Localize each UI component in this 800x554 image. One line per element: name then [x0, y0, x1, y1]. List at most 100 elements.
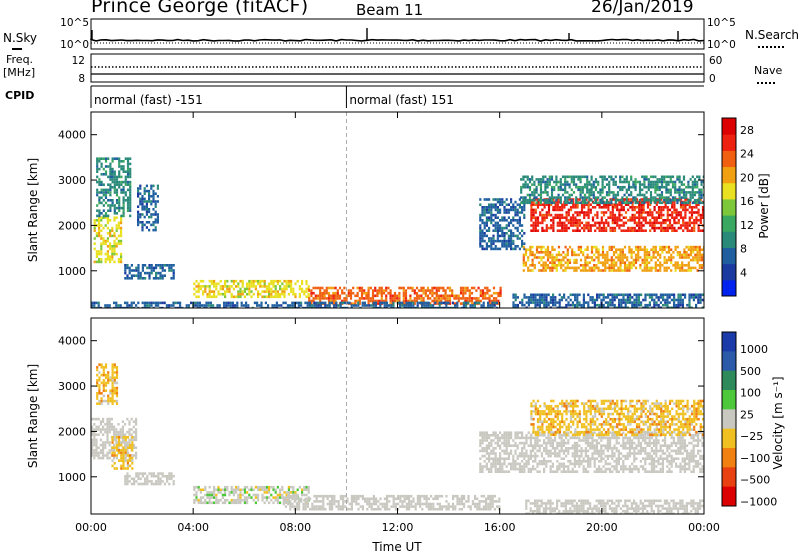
scatter-cell — [688, 221, 691, 225]
scatter-cell — [565, 219, 568, 222]
scatter-cell — [507, 211, 510, 214]
scatter-cell — [118, 209, 121, 212]
scatter-cell — [609, 301, 612, 304]
scatter-cell — [682, 175, 686, 179]
scatter-cell — [526, 175, 529, 179]
scatter-cell — [664, 219, 667, 222]
scatter-cell — [670, 306, 673, 308]
scatter-cell — [104, 306, 107, 308]
scatter-cell — [278, 304, 281, 307]
scatter-cell — [161, 472, 164, 475]
scatter-cell — [274, 498, 277, 502]
scatter-cell — [104, 430, 107, 434]
scatter-cell — [479, 219, 482, 222]
scatter-cell — [313, 301, 316, 305]
scatter-cell — [678, 264, 682, 267]
scatter-cell — [111, 373, 114, 377]
scatter-cell — [122, 454, 125, 457]
scatter-cell — [671, 175, 675, 179]
scatter-cell — [611, 203, 614, 206]
scatter-cell — [618, 293, 621, 297]
scatter-cell — [423, 494, 426, 498]
scatter-cell — [470, 286, 474, 290]
scatter-cell — [609, 211, 612, 214]
scatter-cell — [442, 294, 445, 298]
scatter-cell — [133, 274, 136, 277]
scatter-cell — [195, 485, 198, 489]
scatter-cell — [250, 295, 253, 299]
scatter-cell — [281, 496, 284, 499]
scatter-cell — [665, 245, 668, 249]
scatter-cell — [104, 170, 108, 173]
scatter-cell — [693, 226, 696, 230]
scatter-cell — [694, 266, 697, 270]
scatter-cell — [219, 498, 222, 502]
scatter-cell — [589, 211, 592, 214]
scatter-cell — [570, 193, 573, 197]
scatter-cell — [663, 256, 666, 259]
scatter-cell — [141, 264, 144, 267]
scatter-cell — [297, 306, 300, 308]
scatter-cell — [523, 208, 526, 212]
scatter-cell — [109, 232, 112, 235]
scatter-cell — [565, 224, 568, 227]
scatter-cell — [485, 208, 488, 212]
scatter-cell — [573, 253, 576, 257]
scatter-cell — [126, 480, 129, 483]
scatter-cell — [95, 433, 98, 436]
scatter-cell — [559, 188, 562, 192]
scatter-cell — [550, 224, 553, 227]
scatter-cell — [495, 306, 498, 308]
scatter-cell — [253, 301, 256, 305]
scatter-cell — [91, 454, 94, 457]
scatter-cell — [241, 498, 244, 502]
scatter-cell — [96, 397, 99, 400]
scatter-cell — [111, 371, 114, 374]
scatter-cell — [653, 226, 656, 230]
scatter-cell — [240, 301, 243, 305]
scatter-cell — [564, 196, 567, 199]
scatter-cell — [457, 297, 460, 300]
scatter-cell — [539, 185, 543, 189]
scatter-cell — [675, 208, 678, 212]
scatter-cell — [608, 266, 611, 270]
scatter-cell — [115, 441, 118, 444]
scatter-cell — [684, 296, 687, 299]
scatter-cell — [590, 183, 593, 186]
scatter-cell — [248, 287, 251, 291]
scatter-cell — [304, 306, 307, 308]
scatter-cell — [159, 477, 162, 481]
scatter-cell — [237, 285, 240, 288]
scatter-cell — [536, 203, 540, 206]
scatter-cell — [106, 425, 109, 429]
scatter-cell — [224, 295, 227, 299]
scatter-cell — [226, 485, 229, 489]
scatter-cell — [510, 198, 513, 201]
scatter-cell — [622, 224, 625, 227]
scatter-cell — [148, 301, 151, 305]
scatter-cell — [106, 436, 109, 439]
scatter-cell — [104, 193, 108, 197]
scatter-cell — [421, 494, 424, 498]
scatter-cell — [482, 304, 485, 307]
scatter-cell — [122, 188, 125, 192]
scatter-cell — [684, 226, 687, 230]
scatter-cell — [433, 291, 436, 295]
scatter-cell — [333, 304, 336, 307]
scatter-cell — [379, 507, 382, 511]
scatter-cell — [98, 183, 101, 186]
scatter-cell — [562, 258, 565, 262]
scatter-cell — [257, 282, 260, 286]
scatter-cell — [274, 290, 277, 293]
scatter-cell — [104, 399, 108, 403]
scatter-cell — [107, 204, 110, 207]
scatter-cell — [690, 213, 694, 217]
scatter-cell — [668, 301, 671, 304]
scatter-cell — [681, 306, 684, 308]
scatter-cell — [483, 224, 486, 227]
scatter-cell — [302, 502, 305, 506]
scatter-cell — [594, 213, 597, 217]
scatter-cell — [687, 269, 690, 272]
scatter-cell — [560, 266, 563, 270]
scatter-cell — [111, 446, 114, 449]
